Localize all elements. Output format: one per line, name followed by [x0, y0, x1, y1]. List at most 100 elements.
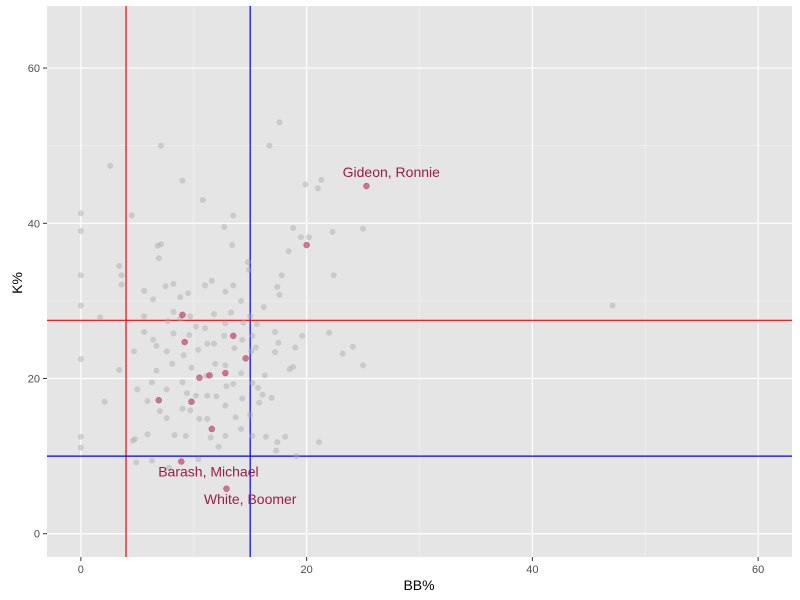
- data-point: [141, 313, 148, 320]
- highlighted-data-point: [222, 369, 229, 377]
- data-point: [249, 432, 256, 439]
- data-point: [261, 372, 268, 379]
- data-point: [207, 434, 214, 441]
- data-point: [266, 142, 273, 149]
- data-point: [330, 272, 337, 279]
- data-point: [163, 415, 170, 422]
- x-axis-title: BB%: [403, 577, 434, 593]
- data-point: [227, 309, 234, 316]
- data-point: [129, 437, 136, 444]
- x-tick-label: 20: [300, 564, 312, 576]
- axis-ticks: [43, 67, 759, 561]
- highlighted-data-point: [179, 311, 186, 319]
- data-point: [286, 366, 293, 373]
- highlighted-data-point: [208, 425, 216, 433]
- data-point: [150, 336, 157, 343]
- data-point: [273, 447, 280, 454]
- data-point: [134, 386, 141, 393]
- data-point: [222, 288, 229, 295]
- data-point: [230, 212, 237, 219]
- data-point: [77, 433, 84, 440]
- major-grid: [47, 6, 792, 557]
- highlighted-data-point: [188, 398, 195, 406]
- data-point: [179, 405, 186, 412]
- data-point: [272, 349, 279, 356]
- data-point: [314, 185, 321, 192]
- y-axis: 0 20 40 60: [28, 63, 40, 541]
- data-point: [204, 340, 211, 347]
- data-point: [318, 176, 325, 183]
- data-point: [278, 272, 285, 279]
- highlighted-data-point: [223, 485, 230, 492]
- annotation-label: Gideon, Ronnie: [343, 164, 441, 180]
- data-point: [239, 395, 246, 402]
- data-point: [302, 181, 309, 188]
- data-point: [268, 394, 275, 401]
- data-point: [276, 119, 283, 126]
- data-point: [360, 362, 367, 369]
- reference-lines: [47, 6, 792, 557]
- highlighted-data-point: [178, 458, 185, 465]
- data-point: [247, 411, 254, 418]
- data-point: [222, 320, 229, 327]
- y-tick-label: 60: [28, 63, 40, 75]
- data-point: [238, 425, 245, 432]
- x-axis: 0 20 40 60: [78, 564, 764, 576]
- data-point: [221, 332, 228, 339]
- data-point: [77, 444, 84, 451]
- data-point: [107, 162, 114, 169]
- data-point: [169, 360, 176, 367]
- data-point: [179, 379, 186, 386]
- data-point: [222, 432, 229, 439]
- data-point: [77, 302, 84, 309]
- data-point: [221, 224, 228, 231]
- y-axis-title: K%: [9, 272, 25, 294]
- y-tick-label: 0: [34, 529, 40, 541]
- data-point: [154, 242, 161, 249]
- data-point: [170, 330, 177, 337]
- data-point: [223, 383, 230, 390]
- data-point: [187, 313, 194, 320]
- annotation-label: White, Boomer: [204, 491, 297, 507]
- data-point: [255, 384, 262, 391]
- data-point: [162, 283, 169, 290]
- data-point: [244, 259, 251, 266]
- data-point: [208, 277, 215, 284]
- y-tick-label: 20: [28, 374, 40, 386]
- data-point: [170, 280, 177, 287]
- data-point: [316, 439, 323, 446]
- data-point: [215, 443, 222, 450]
- data-point: [349, 343, 356, 350]
- data-point: [231, 345, 238, 352]
- data-point: [305, 234, 312, 241]
- data-point: [77, 356, 84, 363]
- data-point: [326, 329, 333, 336]
- data-point: [195, 456, 202, 463]
- data-point: [252, 344, 259, 351]
- data-point: [282, 433, 289, 440]
- data-point: [118, 272, 125, 279]
- data-point: [180, 352, 187, 359]
- data-point: [130, 348, 137, 355]
- data-point: [141, 328, 148, 335]
- data-point: [274, 283, 281, 290]
- data-point: [163, 348, 170, 355]
- data-point: [202, 325, 209, 332]
- data-point: [609, 302, 616, 309]
- data-point: [133, 459, 140, 466]
- data-point: [238, 297, 245, 304]
- data-point: [186, 332, 193, 339]
- data-point: [285, 248, 292, 255]
- data-point: [97, 314, 104, 321]
- data-point: [249, 380, 256, 387]
- data-point: [150, 296, 157, 303]
- data-point: [238, 370, 245, 377]
- data-point: [213, 393, 220, 400]
- data-point: [199, 197, 206, 204]
- data-point: [360, 225, 367, 232]
- data-point: [163, 386, 170, 393]
- data-point: [153, 342, 160, 349]
- data-point: [116, 366, 123, 373]
- data-point: [204, 415, 211, 422]
